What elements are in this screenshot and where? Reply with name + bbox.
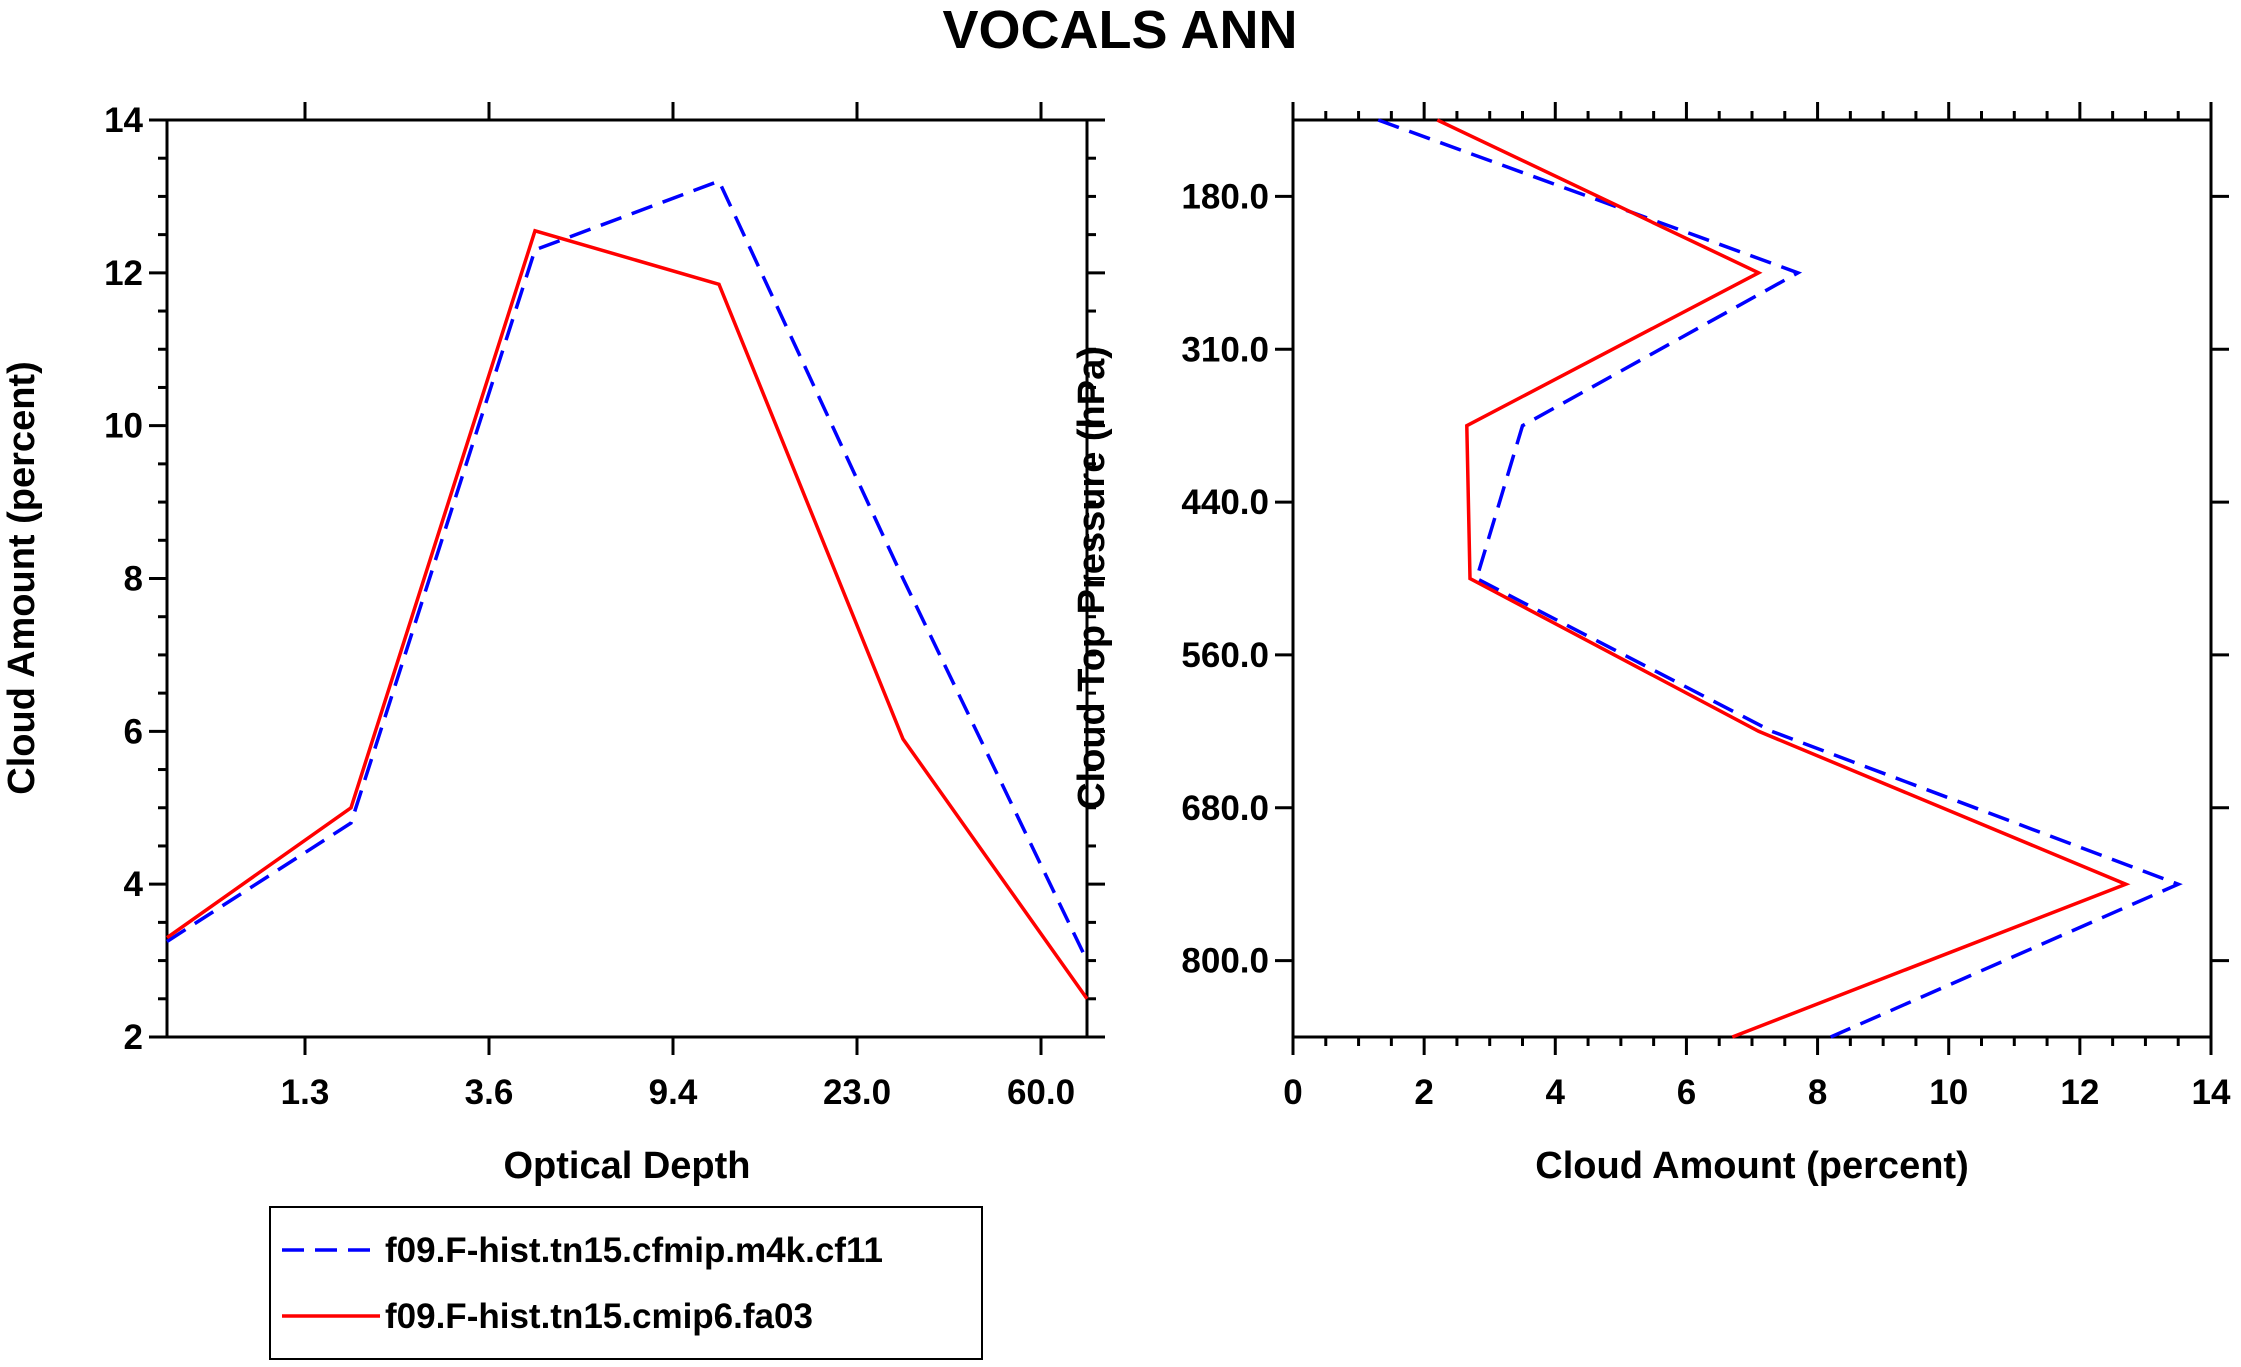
- right-x-tick-label: 0: [1283, 1073, 1302, 1112]
- right-x-tick-label: 2: [1414, 1073, 1433, 1112]
- right-series-line-b: [1436, 118, 2131, 1039]
- left-x-tick-label: 9.4: [649, 1073, 698, 1112]
- left-panel: 2 4 6 8 10 12 14 1.3 3.6 9.4 23.0 60.0 Optical Dept…: [1, 101, 1105, 1187]
- right-x-axis-label: Cloud Amount (percent): [1535, 1145, 1968, 1187]
- left-y-tick-label: 10: [104, 407, 143, 446]
- left-x-axis-label: Optical Depth: [503, 1145, 750, 1187]
- right-x-tick-label: 10: [1929, 1073, 1968, 1112]
- right-series: [1377, 118, 2183, 1039]
- right-ticks: 0 2 4 6 8 10 12 14 180.0 310.0 440.0 560.0 680.0 800.…: [1181, 102, 2231, 1112]
- left-series: [165, 178, 1089, 1000]
- right-y-axis-label: Cloud Top Pressure (hPa): [1071, 346, 1113, 810]
- left-y-tick-label: 8: [124, 560, 143, 599]
- right-y-tick-label: 680.0: [1181, 789, 1269, 828]
- right-y-tick-label: 800.0: [1181, 942, 1269, 981]
- right-x-tick-label: 12: [2060, 1073, 2099, 1112]
- right-y-tick-label: 310.0: [1181, 330, 1269, 369]
- left-y-tick-label: 6: [124, 712, 143, 751]
- left-x-tick-label: 3.6: [465, 1073, 514, 1112]
- right-panel: 0 2 4 6 8 10 12 14 180.0 310.0 440.0 560.0 680.0 800.…: [1071, 102, 2231, 1187]
- right-x-tick-label: 6: [1677, 1073, 1696, 1112]
- legend-box: [269, 1206, 983, 1360]
- left-x-tick-label: 23.0: [823, 1073, 891, 1112]
- left-x-tick-label: 1.3: [281, 1073, 330, 1112]
- left-y-axis-label: Cloud Amount (percent): [1, 361, 43, 794]
- right-series-line-a: [1377, 118, 2183, 1039]
- right-y-tick-label: 440.0: [1181, 483, 1269, 522]
- legend: f09.F-hist.tn15.cfmip.m4k.cf11 f09.F-his…: [269, 1206, 983, 1360]
- left-series-line-b: [165, 228, 1089, 1000]
- right-x-tick-label: 4: [1546, 1073, 1566, 1112]
- left-y-tick-label: 14: [104, 101, 143, 140]
- left-y-tick-label: 12: [104, 254, 143, 293]
- left-x-tick-label: 60.0: [1007, 1073, 1075, 1112]
- chart-title: VOCALS ANN: [942, 0, 1297, 60]
- left-series-line-a: [166, 178, 1089, 962]
- left-ticks: 2 4 6 8 10 12 14 1.3 3.6 9.4 23.0 60.0: [104, 101, 1105, 1112]
- right-y-tick-label: 180.0: [1181, 177, 1269, 216]
- legend-label-b: f09.F-hist.tn15.cmip6.fa03: [385, 1297, 813, 1336]
- legend-label-a: f09.F-hist.tn15.cfmip.m4k.cf11: [385, 1231, 883, 1270]
- left-y-tick-label: 2: [124, 1018, 143, 1057]
- right-x-tick-label: 14: [2192, 1073, 2231, 1112]
- right-y-tick-label: 560.0: [1181, 636, 1269, 675]
- right-x-tick-label: 8: [1808, 1073, 1827, 1112]
- left-y-tick-label: 4: [124, 865, 144, 904]
